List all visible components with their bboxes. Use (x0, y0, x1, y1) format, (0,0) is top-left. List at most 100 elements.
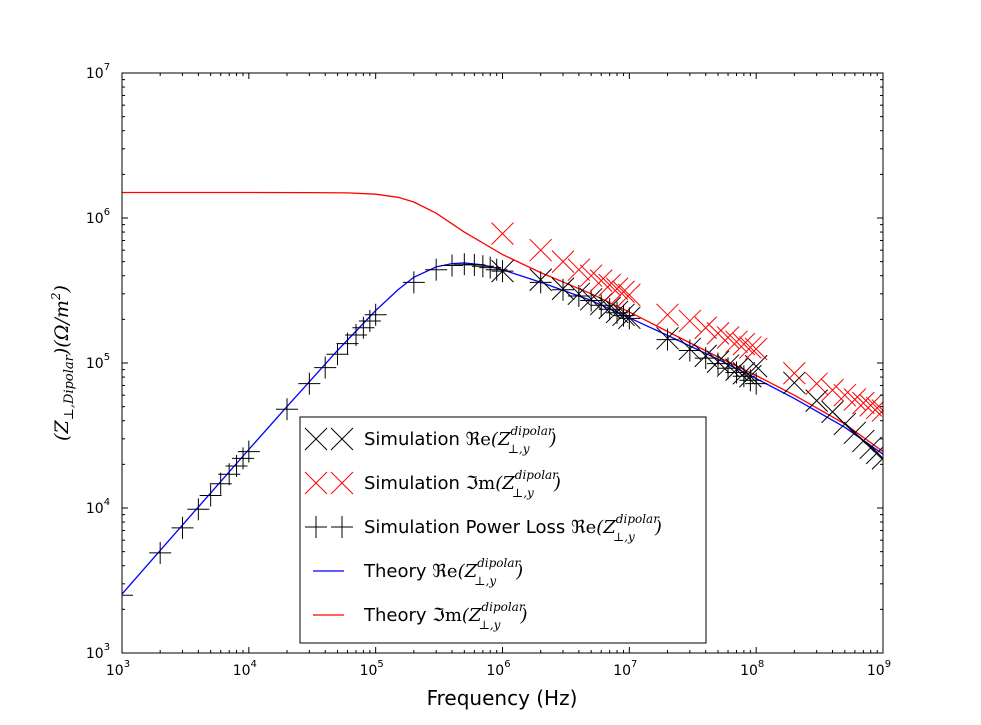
x-axis-title: Frequency (Hz) (427, 686, 578, 710)
series-1-point (551, 250, 575, 274)
series-1-point (605, 277, 629, 301)
series-2-point (590, 294, 613, 317)
series-1-point (739, 336, 762, 359)
legend-label-prefix: Simulation (364, 473, 466, 494)
series-0-point (725, 358, 748, 381)
legend-label: Simulation Power Loss ℜe(Zdipolar ⊥,y) (364, 512, 662, 544)
series-2-point (276, 398, 299, 421)
series-1-point (782, 361, 806, 385)
series-2-point (580, 289, 603, 312)
series-0-point (529, 268, 553, 292)
series-2-point (745, 372, 768, 395)
y-tick-label: 103 (86, 642, 110, 662)
series-1-point (598, 273, 622, 297)
series-0-point (491, 259, 514, 283)
series-0-point (739, 364, 762, 388)
legend-entry: Simulation ℑm(Zdipolar ⊥,y) (304, 468, 561, 500)
series-2-point (314, 356, 337, 379)
x-tick-label: 104 (233, 659, 257, 679)
series-2-point (402, 271, 425, 294)
series-1-point (529, 238, 553, 262)
series-0-point (656, 326, 679, 350)
series-0-point (551, 277, 575, 301)
series-0-point (805, 389, 829, 413)
series-1-point (612, 280, 635, 304)
x-tick-label: 109 (867, 659, 891, 679)
series-1-point (656, 303, 679, 327)
legend-label-prefix: Simulation (364, 429, 466, 450)
axis-tick-labels: 103 104 105 106 107 108 109 103 104 105 106 107 (86, 62, 891, 679)
x-tick-label: 105 (360, 659, 384, 679)
series-1-point (617, 283, 641, 307)
series-2-point (336, 332, 359, 355)
series-2-point (732, 365, 755, 388)
legend-label: Theory ℑm(Zdipolar ⊥,y) (363, 600, 528, 632)
series-1-point (871, 399, 883, 422)
series-0-point (744, 354, 768, 378)
legend-label: Theory ℜe(Zdipolar ⊥,y) (363, 556, 523, 588)
series-2-point (463, 253, 486, 276)
series-1-point (859, 394, 883, 417)
series-1-point (805, 372, 829, 396)
series-2-point (171, 516, 194, 539)
svg-text:(Z⊥,Dipolar)(Ω/m2): (Z⊥,Dipolar)(Ω/m2) (49, 285, 77, 441)
series-1-point (567, 258, 591, 282)
series-0-point (612, 303, 635, 327)
legend-swatch-marker (330, 427, 354, 451)
series-0-point (871, 446, 883, 470)
series-2-point (187, 498, 210, 521)
y-axis-title-sub: ⊥,Dipolar (62, 354, 77, 420)
legend-entry: Simulation Power Loss ℜe(Zdipolar ⊥,y) (305, 512, 662, 544)
legend-swatch-marker (305, 516, 327, 538)
legend-entry: Theory ℜe(Zdipolar ⊥,y) (313, 556, 523, 588)
y-tick-label: 105 (86, 352, 110, 372)
series-1-point (821, 378, 844, 402)
series-1-point (589, 269, 613, 292)
series-2-point (453, 253, 476, 276)
series-1-point (732, 332, 756, 356)
series-2-point (232, 447, 255, 470)
series-2-point (656, 328, 679, 351)
legend-swatch-marker (330, 471, 354, 495)
series-2-point (479, 256, 502, 279)
legend-entry: Theory ℑm(Zdipolar ⊥,y) (313, 600, 528, 632)
x-tick-label: 107 (613, 659, 637, 679)
y-axis-title-unit: )(Ω/m (51, 300, 73, 356)
series-2-point (567, 284, 590, 307)
y-tick-label: 107 (86, 62, 110, 82)
series-2-point (552, 278, 575, 301)
series-1-point (694, 316, 718, 340)
series-0-point (694, 344, 718, 368)
series-0-point (782, 371, 806, 395)
series-2-point (352, 316, 375, 339)
x-tick-label: 106 (486, 659, 510, 679)
series-2-point (209, 472, 232, 495)
series-2-point (237, 440, 260, 463)
legend-label: Simulation ℑm(Zdipolar ⊥,y) (364, 468, 561, 500)
series-0-point (859, 436, 883, 460)
series-2-point (678, 339, 701, 362)
series-1-point (725, 330, 748, 354)
legend-swatch-marker (304, 427, 328, 451)
y-tick-label: 106 (86, 207, 110, 227)
series-0-point (605, 300, 629, 324)
series-2-point (122, 584, 133, 607)
series-1-point (843, 388, 867, 411)
series-0-point (598, 296, 622, 320)
series-1-point (865, 396, 883, 420)
series-0-point (716, 354, 740, 377)
x-tick-label: 108 (740, 659, 764, 679)
series-0-point (833, 412, 857, 436)
series-layer (122, 191, 883, 607)
series-1-point (491, 222, 514, 245)
series-1-point (851, 391, 875, 415)
series-2-point (149, 541, 172, 564)
legend-label-prefix: Simulation Power Loss (364, 517, 571, 538)
legend-swatch-marker (331, 516, 353, 538)
series-2-point (358, 309, 381, 332)
series-1-point (716, 326, 740, 349)
x-tick-label: 103 (106, 659, 130, 679)
series-0-point (567, 282, 591, 306)
series-2-point (529, 271, 552, 294)
